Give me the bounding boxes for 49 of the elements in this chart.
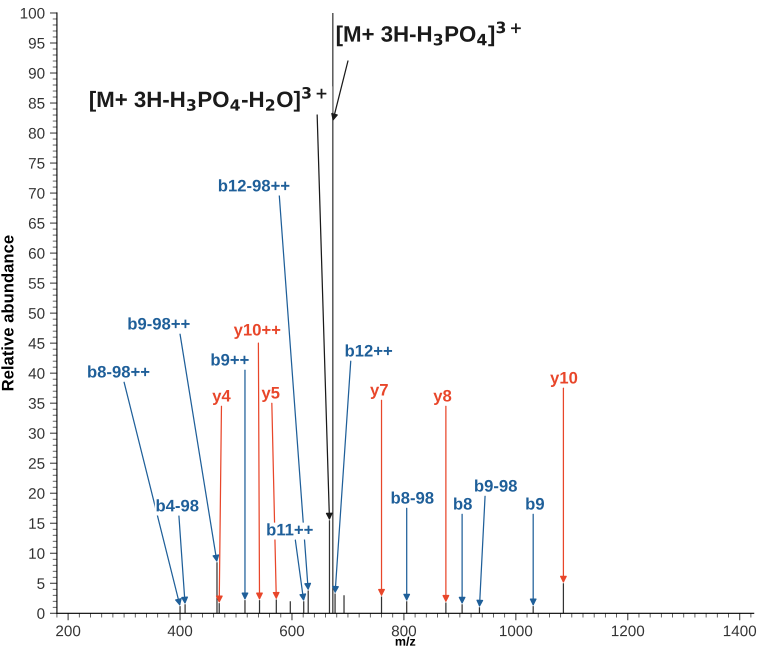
annotation: [M+ 3H-H$_{3}$PO$_{4}$]$^{3+}$ xyxy=(336,22,521,46)
x-axis-title: m/z xyxy=(396,636,416,646)
y-tick-label: 95 xyxy=(28,38,44,49)
x-tick-label: 1200 xyxy=(612,626,644,636)
y-axis-title: Relative abundance xyxy=(1,235,14,390)
y-tick-label: 75 xyxy=(28,158,44,169)
annotation: y10++ xyxy=(234,324,280,339)
x-tick-label: 200 xyxy=(56,626,80,636)
y-tick-label: 55 xyxy=(28,278,44,289)
y-tick-label: 50 xyxy=(28,308,45,319)
annotation: b4-98 xyxy=(156,499,199,512)
y-tick-label: 85 xyxy=(28,98,44,109)
y-tick-label: 80 xyxy=(28,128,45,139)
annotation: [M+ 3H-H$_{3}$PO$_{4}$-H$_{2}$O]$^{3+}$ xyxy=(90,86,326,112)
annotation: b9-98 xyxy=(475,479,517,492)
x-tick-label: 600 xyxy=(280,626,304,636)
x-tick-label: 1000 xyxy=(500,626,532,636)
annotation: b12++ xyxy=(346,344,392,357)
y-tick-label: 15 xyxy=(29,518,44,529)
y-tick-label: 25 xyxy=(28,458,44,469)
y-tick-label: 60 xyxy=(28,248,45,259)
y-tick-label: 0 xyxy=(37,608,45,619)
annotation: b9 xyxy=(526,497,544,510)
y-tick-label: 90 xyxy=(28,68,45,79)
annotation: y7 xyxy=(370,384,388,399)
y-tick-label: 35 xyxy=(28,398,44,409)
annotation: b8-98++ xyxy=(88,365,150,378)
x-tick-label: 1400 xyxy=(724,626,756,636)
y-tick-label: 10 xyxy=(29,548,45,559)
y-tick-label: 30 xyxy=(28,428,45,439)
annotation: y4 xyxy=(212,390,231,405)
annotation: y5 xyxy=(262,387,280,402)
y-tick-label: 70 xyxy=(28,188,45,199)
x-tick-label: 800 xyxy=(392,626,416,636)
annotation: b8 xyxy=(454,497,472,510)
y-tick-label: 5 xyxy=(37,578,44,589)
x-tick-label: 400 xyxy=(168,626,192,636)
y-tick-label: 100 xyxy=(20,8,45,19)
annotation: y8 xyxy=(433,390,452,405)
annotation: y10 xyxy=(550,372,578,387)
annotation: b9++ xyxy=(211,353,249,366)
y-tick-label: 65 xyxy=(28,218,44,229)
annotation: b8-98 xyxy=(392,491,434,504)
y-tick-label: 40 xyxy=(28,368,45,379)
annotation: b12-98++ xyxy=(218,179,290,192)
y-tick-label: 20 xyxy=(28,488,45,499)
annotation: b11++ xyxy=(267,523,313,536)
y-tick-label: 45 xyxy=(28,338,44,349)
annotation: b9-98++ xyxy=(128,317,190,330)
